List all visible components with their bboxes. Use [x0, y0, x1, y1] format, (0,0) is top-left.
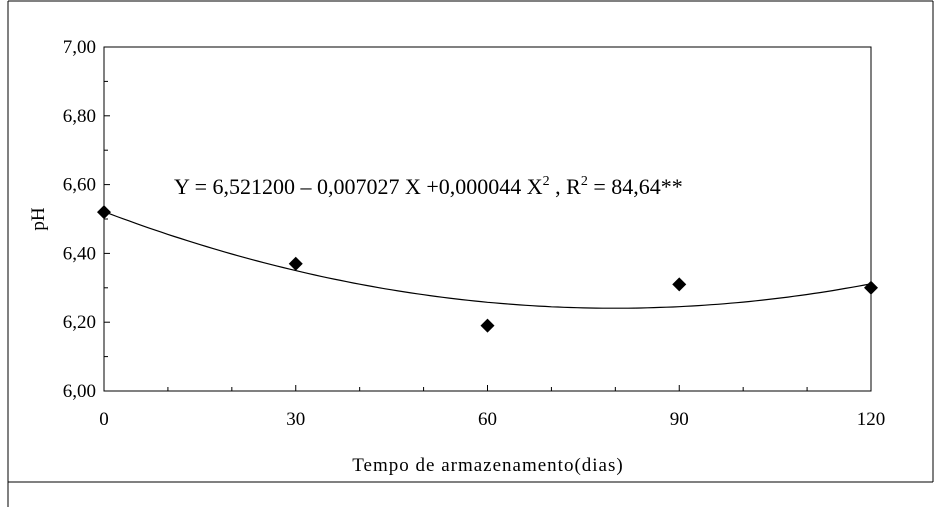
- y-axis-ticks: [104, 46, 110, 392]
- data-point: [480, 318, 495, 333]
- y-axis-title: pH: [28, 207, 49, 231]
- data-points: [97, 205, 878, 333]
- data-point: [672, 277, 687, 292]
- fit-curve: [103, 211, 872, 309]
- fit-equation: Y = 6,521200 – 0,007027 X +0,000044 X2 ,…: [174, 174, 683, 199]
- y-tick-label: 6,20: [63, 312, 96, 333]
- y-tick-label: 6,80: [63, 106, 96, 127]
- x-axis-tick-labels: 0 30 60 90 120: [99, 409, 885, 430]
- y-tick-label: 7,00: [63, 37, 96, 58]
- x-axis-title: Tempo de armazenamento(dias): [352, 455, 623, 476]
- x-tick-label: 60: [478, 409, 497, 430]
- y-tick-label: 6,40: [63, 243, 96, 264]
- x-axis-ticks: [103, 385, 872, 391]
- data-point: [864, 280, 878, 295]
- data-point: [288, 256, 303, 271]
- y-tick-label: 6,00: [63, 381, 96, 402]
- y-axis-tick-labels: 6,00 6,20 6,40 6,60 6,80 7,00: [63, 37, 96, 402]
- x-tick-label: 30: [286, 409, 305, 430]
- x-tick-label: 120: [857, 409, 886, 430]
- y-tick-label: 6,60: [63, 175, 96, 196]
- x-tick-label: 0: [99, 409, 109, 430]
- x-tick-label: 90: [670, 409, 689, 430]
- plot-area: [103, 46, 872, 392]
- data-point: [97, 205, 111, 220]
